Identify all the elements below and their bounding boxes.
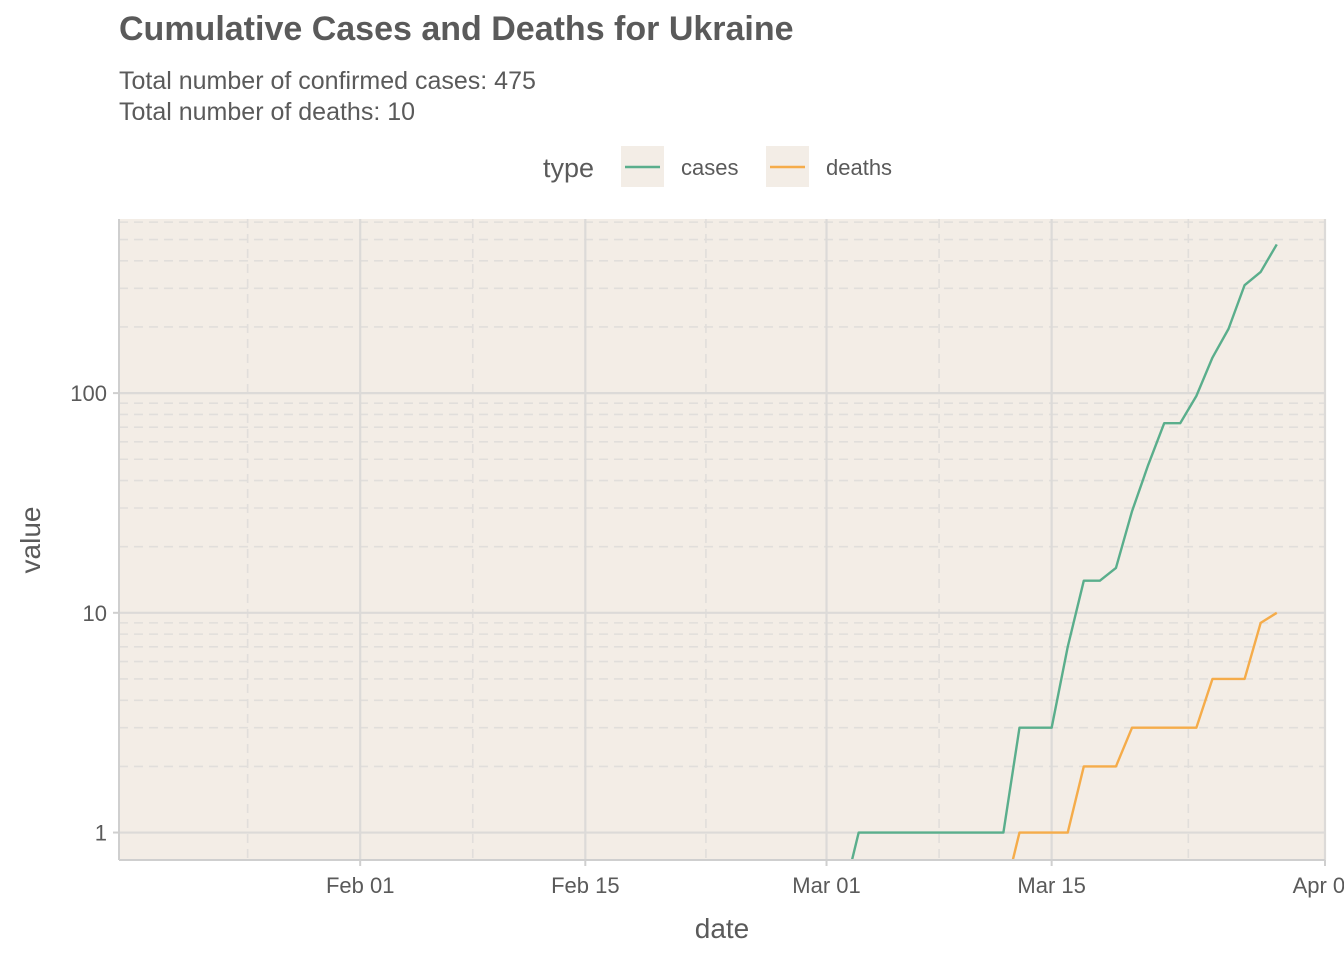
- x-tick-label: Feb 01: [326, 873, 395, 898]
- x-ticks: Feb 01 Feb 15 Mar 01 Mar 15 Apr 01: [326, 860, 1344, 898]
- legend-label-cases: cases: [681, 155, 738, 180]
- series-cases: [850, 243, 1278, 860]
- x-tick-label: Mar 01: [792, 873, 860, 898]
- y-tick-label: 10: [83, 601, 107, 626]
- grid-minor: [119, 219, 1325, 860]
- legend: type cases deaths: [543, 146, 892, 187]
- y-axis-label: value: [15, 507, 46, 574]
- y-ticks: 1 10 100: [70, 381, 119, 846]
- series-deaths: [1011, 611, 1278, 860]
- y-tick-label: 100: [70, 381, 107, 406]
- legend-label-deaths: deaths: [826, 155, 892, 180]
- chart-subtitle-deaths: Total number of deaths: 10: [119, 98, 416, 126]
- grid-major: [119, 219, 1327, 860]
- plot-panel: [119, 219, 1325, 860]
- chart-subtitle-cases: Total number of confirmed cases: 475: [119, 67, 536, 95]
- legend-title: type: [543, 153, 594, 183]
- x-tick-label: Feb 15: [551, 873, 620, 898]
- chart-title: Cumulative Cases and Deaths for Ukraine: [119, 10, 794, 48]
- x-tick-label: Mar 15: [1017, 873, 1085, 898]
- x-axis-label: date: [695, 913, 750, 944]
- series-layer: [850, 243, 1278, 860]
- x-tick-label: Apr 01: [1293, 873, 1344, 898]
- y-tick-label: 1: [95, 821, 107, 846]
